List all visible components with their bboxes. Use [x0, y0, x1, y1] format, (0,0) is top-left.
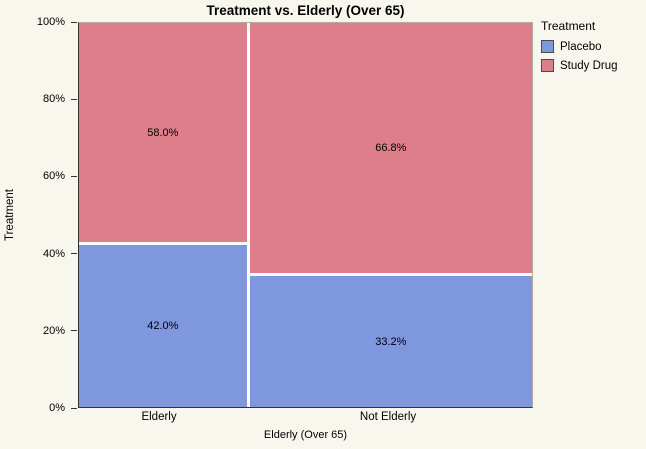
legend-label: Study Drug — [560, 59, 618, 72]
legend-label: Placebo — [560, 40, 602, 53]
x-category-label-not-elderly: Not Elderly — [359, 411, 417, 423]
mosaic-tile-study-drug-elderly[interactable]: 58.0% — [79, 23, 247, 243]
tile-value-label: 33.2% — [375, 335, 407, 348]
x-axis-title: Elderly (Over 65) — [263, 429, 348, 441]
mosaic-column-elderly: 58.0% 42.0% — [79, 23, 247, 407]
x-axis-categories: Elderly Not Elderly — [78, 411, 533, 423]
y-tick-mark — [71, 330, 77, 332]
y-tick-label: 20% — [42, 324, 65, 337]
legend-title: Treatment — [541, 19, 596, 33]
tile-value-label: 42.0% — [147, 320, 179, 333]
y-tick-mark — [71, 98, 77, 100]
y-axis: 0% 20% 40% 60% 80% 100% — [0, 16, 78, 414]
y-tick-label: 80% — [42, 93, 65, 106]
plot-area: 58.0% 42.0% 66.8% 33.2% — [78, 22, 533, 408]
legend-item-placebo[interactable]: Placebo — [541, 40, 618, 53]
mosaic-tile-placebo-not-elderly[interactable]: 33.2% — [249, 276, 532, 407]
y-tick-mark — [71, 407, 77, 409]
x-category-label-elderly: Elderly — [141, 411, 177, 423]
tile-value-label: 58.0% — [147, 126, 179, 139]
legend: Treatment Placebo Study Drug — [541, 19, 618, 78]
legend-swatch-study-drug — [541, 59, 554, 72]
y-tick-label: 100% — [36, 16, 65, 28]
y-tick-label: 0% — [49, 402, 65, 414]
legend-item-study-drug[interactable]: Study Drug — [541, 59, 618, 72]
y-tick-mark — [71, 253, 77, 255]
legend-items: Placebo Study Drug — [541, 40, 618, 72]
y-tick-mark — [71, 175, 77, 177]
y-tick-mark — [71, 21, 77, 23]
mosaic-tile-placebo-elderly[interactable]: 42.0% — [79, 245, 247, 407]
mosaic-column-not-elderly: 66.8% 33.2% — [249, 23, 532, 407]
legend-swatch-placebo — [541, 40, 554, 53]
tile-value-label: 66.8% — [375, 142, 407, 155]
chart-title: Treatment vs. Elderly (Over 65) — [206, 3, 405, 18]
y-tick-label: 40% — [42, 247, 65, 260]
y-tick-label: 60% — [42, 170, 65, 183]
mosaic-tile-study-drug-not-elderly[interactable]: 66.8% — [249, 23, 532, 274]
